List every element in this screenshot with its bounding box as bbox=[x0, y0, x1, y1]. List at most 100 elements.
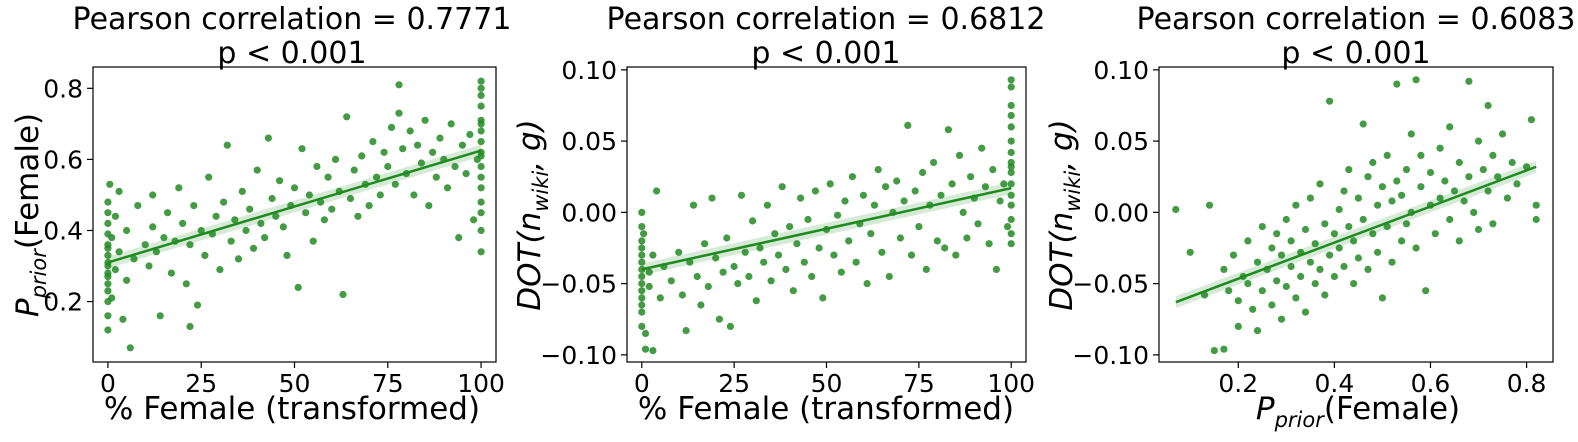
data-point bbox=[164, 209, 172, 217]
data-point bbox=[944, 126, 953, 134]
data-point bbox=[1007, 163, 1015, 171]
data-point bbox=[1393, 177, 1401, 185]
data-point bbox=[1398, 237, 1406, 245]
data-point bbox=[261, 234, 269, 242]
data-point bbox=[1229, 251, 1238, 259]
data-point bbox=[104, 262, 112, 270]
data-point bbox=[937, 191, 945, 199]
data-point bbox=[115, 248, 123, 256]
data-point bbox=[111, 266, 119, 274]
data-point bbox=[638, 301, 646, 309]
data-point bbox=[305, 191, 313, 199]
data-point bbox=[1253, 258, 1262, 266]
data-point bbox=[1350, 237, 1358, 245]
y-tick-label: −0.10 bbox=[1072, 341, 1149, 370]
data-point bbox=[793, 240, 801, 248]
data-point bbox=[641, 345, 650, 353]
data-point bbox=[1172, 205, 1180, 214]
data-point bbox=[350, 166, 358, 174]
data-point bbox=[1244, 280, 1252, 288]
data-point bbox=[108, 294, 116, 302]
data-point bbox=[830, 251, 838, 259]
data-point bbox=[693, 272, 701, 281]
data-point bbox=[645, 268, 653, 276]
chart-title-line2: p < 0.001 bbox=[751, 36, 900, 71]
data-point bbox=[638, 237, 646, 245]
y-label-sub: prior bbox=[27, 248, 51, 300]
data-point bbox=[726, 322, 735, 330]
data-point bbox=[216, 266, 224, 274]
data-point bbox=[778, 183, 786, 191]
data-point bbox=[1412, 76, 1420, 84]
data-point bbox=[246, 205, 254, 213]
data-point bbox=[1326, 251, 1334, 259]
x-axis-label: % Female (transformed) bbox=[638, 391, 1014, 427]
data-point bbox=[190, 202, 198, 210]
data-point bbox=[149, 191, 157, 199]
data-point bbox=[837, 268, 845, 276]
data-point bbox=[395, 81, 403, 89]
data-point bbox=[763, 201, 772, 209]
data-point bbox=[346, 194, 355, 203]
data-point bbox=[689, 201, 698, 209]
chart-title-line1: Pearson correlation = 0.6083 bbox=[1137, 2, 1576, 37]
data-point bbox=[760, 258, 768, 266]
data-point bbox=[756, 244, 764, 252]
data-point bbox=[141, 241, 149, 249]
data-point bbox=[358, 152, 366, 160]
data-point bbox=[734, 280, 742, 288]
data-point bbox=[638, 287, 646, 295]
data-point bbox=[981, 183, 990, 191]
data-point bbox=[808, 272, 816, 281]
data-point bbox=[782, 265, 790, 273]
data-point bbox=[749, 217, 757, 225]
y-label-base: DOT(n bbox=[1044, 212, 1080, 311]
data-point bbox=[1268, 301, 1276, 309]
data-point bbox=[227, 237, 235, 245]
data-point bbox=[1007, 230, 1015, 238]
data-point bbox=[1374, 248, 1382, 256]
data-point bbox=[1474, 137, 1483, 145]
y-tick-label: −0.10 bbox=[540, 341, 617, 370]
data-point bbox=[470, 216, 478, 224]
data-point bbox=[380, 148, 388, 156]
chart-title-line1: Pearson correlation = 0.7771 bbox=[73, 2, 512, 37]
data-point bbox=[1503, 194, 1511, 202]
data-point bbox=[1340, 262, 1348, 271]
data-point bbox=[1282, 215, 1290, 224]
data-point bbox=[1335, 244, 1343, 252]
data-point bbox=[1186, 248, 1194, 256]
data-point bbox=[145, 262, 153, 270]
data-point bbox=[231, 216, 239, 224]
data-point bbox=[197, 226, 205, 235]
data-point bbox=[952, 251, 960, 259]
plot-frame bbox=[92, 66, 497, 363]
data-point bbox=[1316, 180, 1324, 188]
data-point bbox=[638, 258, 646, 266]
regression-line bbox=[641, 186, 1012, 271]
data-point bbox=[638, 223, 646, 231]
data-point bbox=[1350, 280, 1358, 288]
data-point bbox=[797, 194, 805, 202]
data-point bbox=[343, 113, 351, 121]
data-point bbox=[874, 166, 882, 174]
data-point bbox=[800, 258, 808, 266]
data-point bbox=[373, 173, 381, 181]
data-point bbox=[1446, 123, 1454, 131]
scatter-panel-3: Pearson correlation = 0.6083 p < 0.001 P… bbox=[1044, 2, 1575, 432]
data-point bbox=[656, 294, 664, 302]
data-point bbox=[477, 248, 485, 256]
data-point bbox=[1359, 215, 1367, 224]
data-point bbox=[959, 208, 967, 216]
data-point bbox=[1489, 220, 1497, 228]
data-point bbox=[896, 234, 905, 242]
y-tick-label: 0.10 bbox=[561, 56, 617, 85]
data-point bbox=[1321, 220, 1329, 228]
y-tick-label: −0.05 bbox=[1072, 270, 1149, 299]
data-point bbox=[309, 237, 317, 245]
data-point bbox=[848, 173, 857, 181]
data-point bbox=[134, 202, 142, 210]
y-tick-label: 0.4 bbox=[43, 216, 83, 245]
data-point bbox=[279, 223, 287, 231]
data-point bbox=[249, 244, 258, 252]
